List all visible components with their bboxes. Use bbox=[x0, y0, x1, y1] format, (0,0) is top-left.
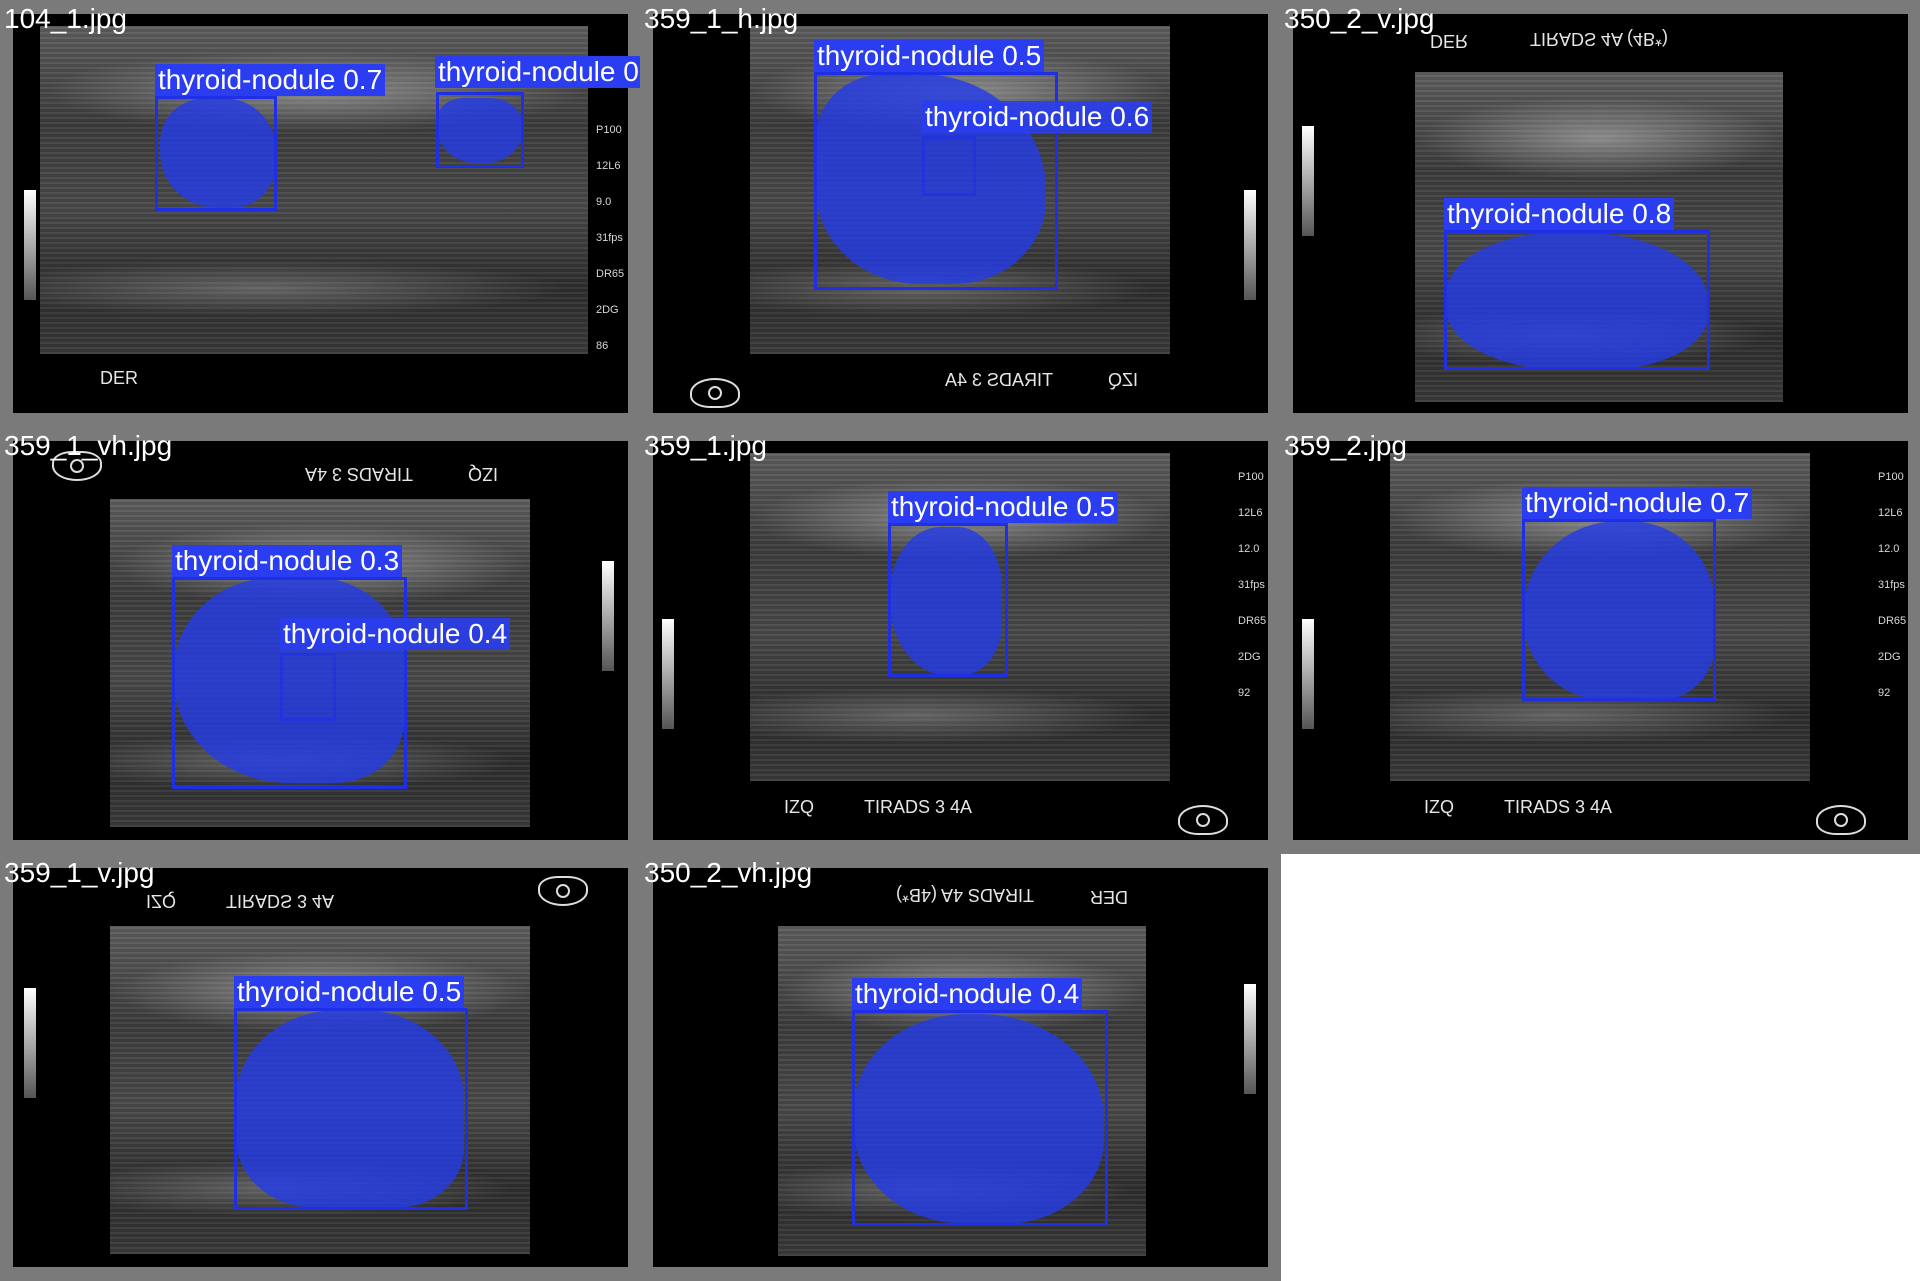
detection-label: thyroid-nodule 0.4 bbox=[852, 978, 1083, 1010]
detection-box bbox=[888, 523, 1008, 677]
side-info-line: 31fps bbox=[1238, 579, 1265, 591]
probe-icon bbox=[690, 378, 740, 408]
grayscale-bar bbox=[24, 190, 36, 300]
detection-label: thyroid-nodule 0.5 bbox=[234, 976, 465, 1008]
image-filename: 359_2.jpg bbox=[1284, 430, 1408, 461]
side-info-line: P100 bbox=[596, 124, 622, 136]
image-tile-359-1-h[interactable]: thyroid-nodule 0.5 thyroid-nodule 0.6 TI… bbox=[640, 0, 1281, 427]
segmentation-mask bbox=[174, 577, 404, 783]
image-tile-350-2-vh[interactable]: thyroid-nodule 0.4 TIRADS 4A (4B*) DER 3… bbox=[640, 854, 1281, 1281]
overlay-text: TIRADS 4A (4B*) bbox=[896, 885, 1035, 905]
detection-label: thyroid-nodule 0.3 bbox=[172, 545, 403, 577]
grayscale-bar bbox=[1302, 619, 1314, 729]
detection-box bbox=[1522, 519, 1716, 701]
overlay-text: TIRADS 3 4A bbox=[1504, 797, 1613, 817]
image-filename: 359_1_v.jpg bbox=[4, 857, 155, 888]
grayscale-bar bbox=[1244, 984, 1256, 1094]
detection-box bbox=[234, 1008, 468, 1210]
side-info-line: 92 bbox=[1878, 687, 1891, 699]
image-filename: 359_1.jpg bbox=[644, 430, 768, 461]
detection-label: thyroid-nodule 0.5 bbox=[888, 491, 1119, 523]
overlay-text: IZQ bbox=[1424, 797, 1454, 817]
grayscale-bar bbox=[24, 988, 36, 1098]
grayscale-bar bbox=[1302, 126, 1314, 236]
overlay-text: IZQ bbox=[146, 891, 176, 911]
side-info-line: 12.0 bbox=[1878, 543, 1900, 555]
overlay-text: TIRADS 3 4A bbox=[305, 464, 414, 484]
detection-label: thyroid-nodule 0.7 bbox=[155, 64, 386, 96]
side-info-line: 2DG bbox=[1238, 651, 1261, 663]
image-tile-359-1-v[interactable]: thyroid-nodule 0.5 IZQ TIRADS 3 4A 359_1… bbox=[0, 854, 641, 1281]
segmentation-mask bbox=[438, 98, 523, 164]
segmentation-mask bbox=[854, 1014, 1104, 1224]
image-filename: 359_1_vh.jpg bbox=[4, 430, 173, 461]
side-info: P100 12L6 9.0 31fps DR65 2DG 86 bbox=[596, 100, 624, 376]
overlay-text: IZQ bbox=[468, 464, 498, 484]
detection-box bbox=[280, 653, 336, 721]
image-tile-359-1[interactable]: thyroid-nodule 0.5 IZQ TIRADS 3 4A P100 … bbox=[640, 427, 1281, 854]
segmentation-mask bbox=[1446, 232, 1708, 370]
grayscale-bar bbox=[662, 619, 674, 729]
side-info-line: 9.0 bbox=[596, 196, 612, 208]
overlay-text: IZQ bbox=[784, 797, 814, 817]
probe-icon bbox=[1178, 805, 1228, 835]
segmentation-mask bbox=[890, 527, 1002, 675]
overlay-text: DER bbox=[1430, 31, 1469, 51]
detection-label: thyroid-nodule 0.8 bbox=[1444, 198, 1675, 230]
detection-box bbox=[922, 136, 976, 196]
detection-box bbox=[436, 92, 524, 168]
segmentation-mask bbox=[1524, 521, 1714, 701]
overlay-text: TIRADS 3 4A bbox=[226, 891, 335, 911]
side-info-line: 12L6 bbox=[596, 160, 621, 172]
side-info-line: 2DG bbox=[596, 304, 619, 316]
side-info-line: 12.0 bbox=[1238, 543, 1260, 555]
probe-icon bbox=[1816, 805, 1866, 835]
overlay-text: IZQ bbox=[1108, 370, 1138, 390]
image-tile-350-2-v[interactable]: thyroid-nodule 0.8 DER TIRADS 4A (4B*) 3… bbox=[1280, 0, 1920, 427]
segmentation-mask bbox=[236, 1010, 464, 1208]
image-tile-359-2[interactable]: thyroid-nodule 0.7 IZQ TIRADS 3 4A P100 … bbox=[1280, 427, 1920, 854]
detection-box bbox=[1444, 230, 1710, 370]
overlay-text: DER bbox=[1090, 887, 1129, 907]
side-info: P100 12L6 12.0 31fps DR65 2DG 92 bbox=[1238, 447, 1266, 723]
detection-box bbox=[155, 96, 277, 211]
detection-label: thyroid-nodule 0.7 bbox=[435, 56, 641, 88]
detection-label: thyroid-nodule 0.6 bbox=[922, 101, 1153, 133]
detection-box bbox=[852, 1010, 1108, 1226]
detection-label: thyroid-nodule 0.5 bbox=[814, 40, 1045, 72]
side-info-line: DR65 bbox=[1238, 615, 1267, 627]
segmentation-mask bbox=[160, 98, 275, 208]
image-tile-104-1[interactable]: thyroid-nodule 0.7 thyroid-nodule 0.7 DE… bbox=[0, 0, 641, 427]
side-info-line: 31fps bbox=[1878, 579, 1905, 591]
side-info-line: P100 bbox=[1878, 471, 1904, 483]
grayscale-bar bbox=[1244, 190, 1256, 300]
image-filename: 359_1_h.jpg bbox=[644, 3, 799, 34]
side-info-line: P100 bbox=[1238, 471, 1264, 483]
side-info-line: 12L6 bbox=[1238, 507, 1263, 519]
detection-label: thyroid-nodule 0.7 bbox=[1522, 487, 1753, 519]
side-info: P100 12L6 12.0 31fps DR65 2DG 92 bbox=[1878, 447, 1906, 723]
overlay-text: TIRADS 4A (4B*) bbox=[1530, 29, 1669, 49]
side-info-line: DR65 bbox=[596, 268, 625, 280]
detection-box bbox=[172, 577, 407, 789]
side-info-line: 92 bbox=[1238, 687, 1251, 699]
image-filename: 350_2_vh.jpg bbox=[644, 857, 813, 888]
grayscale-bar bbox=[602, 561, 614, 671]
side-info-line: 2DG bbox=[1878, 651, 1901, 663]
detection-box bbox=[814, 72, 1058, 290]
detection-label: thyroid-nodule 0.4 bbox=[280, 618, 511, 650]
side-info-line: 86 bbox=[596, 340, 609, 352]
image-filename: 104_1.jpg bbox=[4, 3, 128, 34]
image-filename: 350_2_v.jpg bbox=[1284, 3, 1435, 34]
side-info-line: 12L6 bbox=[1878, 507, 1903, 519]
image-tile-359-1-vh[interactable]: thyroid-nodule 0.3 thyroid-nodule 0.4 TI… bbox=[0, 427, 641, 854]
side-info-line: 31fps bbox=[596, 232, 623, 244]
overlay-text: TIRADS 3 4A bbox=[864, 797, 973, 817]
overlay-text: TIRADS 3 4A bbox=[945, 370, 1054, 390]
probe-icon bbox=[538, 876, 588, 906]
overlay-text: DER bbox=[100, 368, 139, 388]
side-info-line: DR65 bbox=[1878, 615, 1907, 627]
